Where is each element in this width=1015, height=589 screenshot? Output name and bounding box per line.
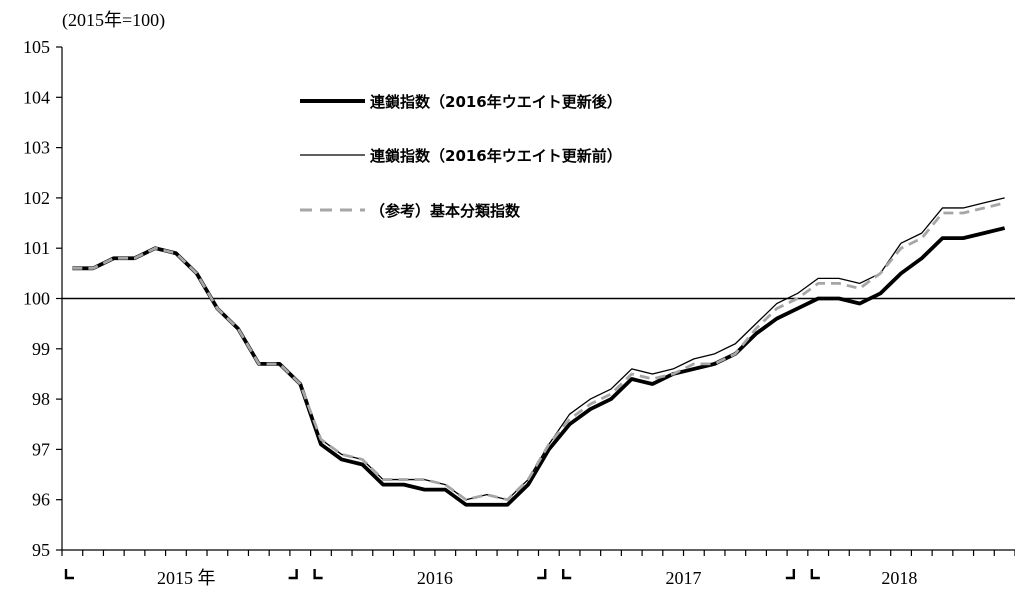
year-bracket-start [313, 569, 323, 580]
y-tick-label: 102 [23, 188, 50, 208]
y-tick-label: 100 [23, 289, 50, 309]
legend-label-reference: （参考）基本分類指数 [370, 202, 521, 220]
legend: 連鎖指数（2016年ウエイト更新後） 連鎖指数（2016年ウエイト更新前） （参… [300, 93, 622, 220]
x-period-label: 2017 [666, 568, 702, 588]
y-tick-label: 101 [23, 238, 50, 258]
y-tick-label: 99 [32, 339, 50, 359]
y-tick-label: 95 [32, 540, 50, 560]
y-tick-label: 96 [32, 490, 50, 510]
y-tick-label: 103 [23, 138, 50, 158]
series-line-reference [72, 201, 1005, 502]
year-bracket-end [537, 569, 547, 580]
series-line-before [72, 197, 1005, 501]
x-period-label: 2016 [417, 568, 453, 588]
series-layer [72, 197, 1006, 507]
year-bracket-start [64, 569, 74, 580]
x-axis: 2015 年 2016 2017 2018 [61, 549, 1015, 588]
year-bracket-end [288, 569, 298, 580]
year-bracket-end [785, 569, 796, 580]
legend-label-after: 連鎖指数（2016年ウエイト更新後） [370, 93, 622, 111]
x-period-label: 2015 年 [157, 568, 216, 588]
unit-label: (2015年=100) [62, 10, 165, 31]
year-bracket-start [562, 569, 572, 580]
x-period-label: 2018 [881, 568, 917, 588]
year-bracket-start [810, 569, 820, 580]
y-tick-label: 104 [23, 87, 50, 107]
legend-label-before: 連鎖指数（2016年ウエイト更新前） [370, 147, 622, 165]
y-tick-label: 97 [32, 439, 50, 459]
y-axis: 95 96 97 98 99 100 101 102 103 104 105 [23, 37, 63, 560]
y-tick-label: 98 [32, 389, 50, 409]
y-tick-label: 105 [23, 37, 50, 57]
